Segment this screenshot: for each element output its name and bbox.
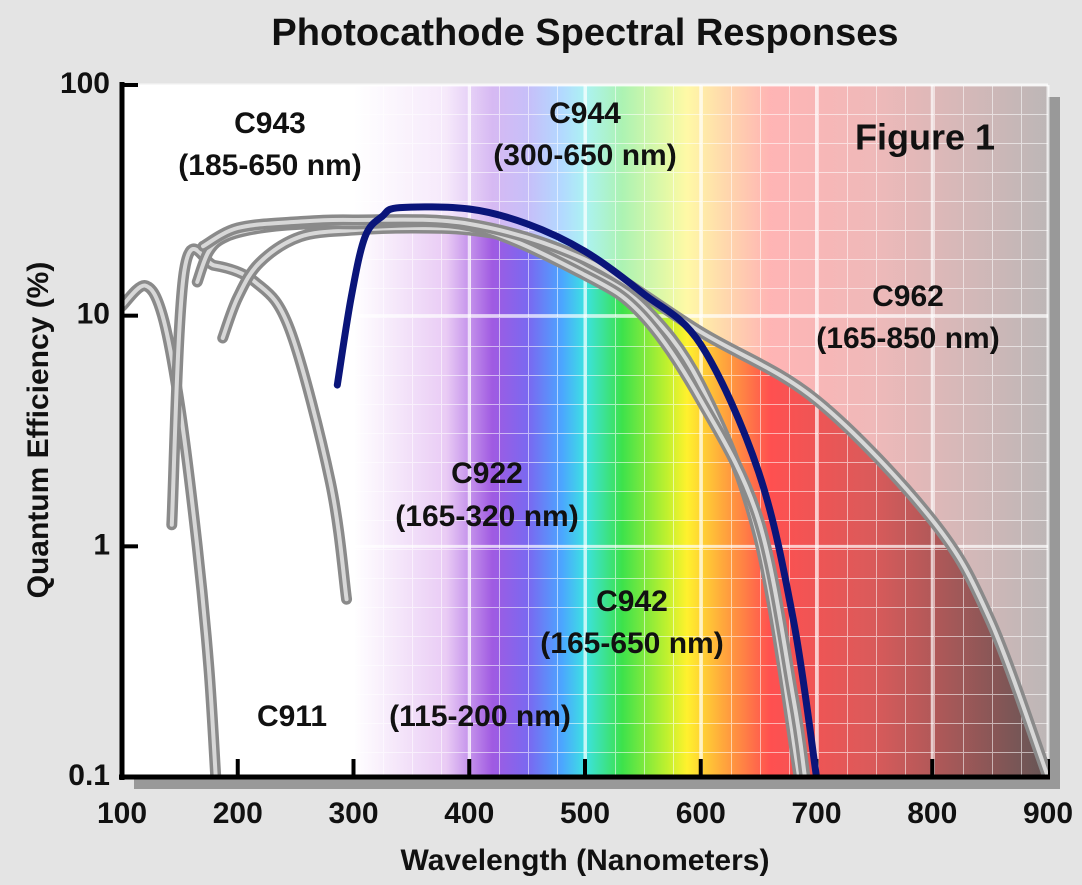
series-name: C943 xyxy=(234,107,306,140)
x-tick-label: 100 xyxy=(97,797,147,830)
x-tick-label: 400 xyxy=(444,797,494,830)
y-axis-label: Quantum Efficiency (%) xyxy=(22,262,55,599)
series-name: C944 xyxy=(549,97,621,130)
x-tick-label: 700 xyxy=(791,797,841,830)
chart-title: Photocathode Spectral Responses xyxy=(271,12,898,54)
series-line xyxy=(333,203,820,777)
y-tick-label: 1 xyxy=(93,528,110,561)
y-tick-label: 100 xyxy=(60,67,110,100)
figure-label: Figure 1 xyxy=(855,117,995,158)
series-range: (165-320 nm) xyxy=(395,500,578,533)
x-tick-label: 200 xyxy=(213,797,263,830)
series-range: (115-200 nm) xyxy=(389,700,571,733)
y-tick-label: 10 xyxy=(77,298,110,331)
x-axis-label: Wavelength (Nanometers) xyxy=(401,844,770,877)
series-range: (300-650 nm) xyxy=(493,139,676,172)
x-tick-label: 600 xyxy=(676,797,726,830)
series-range: (165-650 nm) xyxy=(540,627,723,660)
x-tick-label: 900 xyxy=(1023,797,1073,830)
series-name: C922 xyxy=(451,457,523,490)
x-tick-label: 500 xyxy=(560,797,610,830)
series-name: C911 xyxy=(257,700,327,733)
y-tick-label: 0.1 xyxy=(68,759,110,792)
series-line-highlight xyxy=(122,283,218,777)
series-name: C942 xyxy=(596,585,668,618)
curve-layer xyxy=(122,203,1048,777)
series-name: C962 xyxy=(872,280,944,313)
series-line-highlight xyxy=(169,247,349,602)
x-tick-label: 800 xyxy=(907,797,957,830)
series-range: (165-850 nm) xyxy=(816,322,999,355)
x-tick-label: 300 xyxy=(328,797,378,830)
series-range: (185-650 nm) xyxy=(178,149,361,182)
label-layer: 100 200 300 400 500 600 700 800 900 0.1 1 10 100 C911… xyxy=(60,67,1073,830)
